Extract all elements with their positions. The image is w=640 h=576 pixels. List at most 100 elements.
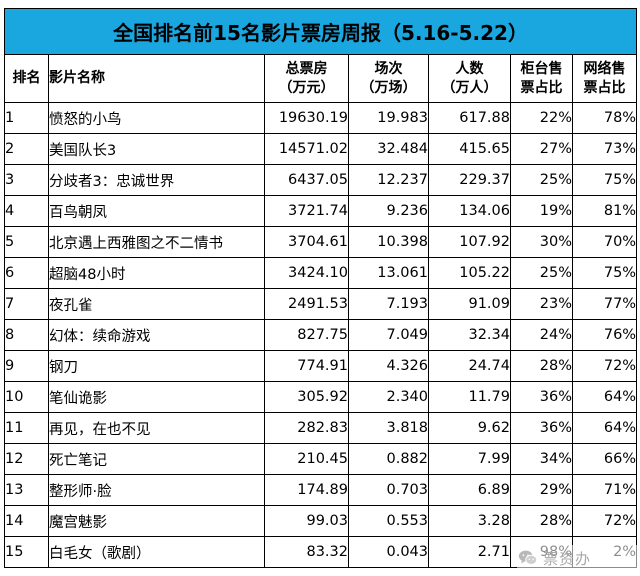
table-row: 6 超脑48小时 3424.10 13.061 105.22 25% 75% bbox=[4, 257, 638, 289]
cell-name: 再见，在也不见 bbox=[48, 412, 265, 444]
header-box-office: 总票房 （万元） bbox=[264, 54, 349, 103]
header-name: 影片名称 bbox=[48, 54, 265, 103]
cell-screenings: 0.553 bbox=[348, 505, 429, 537]
cell-screenings: 19.983 bbox=[348, 102, 429, 134]
cell-screenings: 12.237 bbox=[348, 164, 429, 196]
cell-box-office: 210.45 bbox=[264, 443, 349, 475]
cell-screenings: 10.398 bbox=[348, 226, 429, 258]
cell-name: 幻体：续命游戏 bbox=[48, 319, 265, 351]
cell-screenings: 0.043 bbox=[348, 536, 429, 568]
cell-online-share: 73% bbox=[571, 133, 638, 165]
cell-counter-share: 24% bbox=[510, 319, 573, 351]
cell-rank: 1 bbox=[4, 102, 49, 134]
header-rank: 排名 bbox=[4, 54, 49, 103]
table-row: 13 整形师·脸 174.89 0.703 6.89 29% 71% bbox=[4, 474, 638, 506]
cell-name: 愤怒的小鸟 bbox=[48, 102, 265, 134]
cell-name: 分歧者3：忠诚世界 bbox=[48, 164, 265, 196]
cell-box-office: 774.91 bbox=[264, 350, 349, 382]
header-row: 排名 影片名称 总票房 （万元） 场次 （万场） 人数 （万人） 柜台售 票占比 网络售… bbox=[4, 54, 638, 103]
table-row: 5 北京遇上西雅图之不二情书 3704.61 10.398 107.92 30% 70% bbox=[4, 226, 638, 258]
cell-screenings: 7.049 bbox=[348, 319, 429, 351]
cell-admissions: 32.34 bbox=[428, 319, 511, 351]
header-screenings: 场次 （万场） bbox=[348, 54, 429, 103]
cell-box-office: 3721.74 bbox=[264, 195, 349, 227]
cell-screenings: 13.061 bbox=[348, 257, 429, 289]
cell-box-office: 3424.10 bbox=[264, 257, 349, 289]
cell-name: 北京遇上西雅图之不二情书 bbox=[48, 226, 265, 258]
cell-online-share: 71% bbox=[571, 474, 638, 506]
cell-box-office: 83.32 bbox=[264, 536, 349, 568]
cell-online-share: 72% bbox=[571, 350, 638, 382]
cell-admissions: 415.65 bbox=[428, 133, 511, 165]
header-admissions: 人数 （万人） bbox=[428, 54, 511, 103]
cell-name: 笔仙诡影 bbox=[48, 381, 265, 413]
cell-online-share: 77% bbox=[571, 288, 638, 320]
cell-rank: 14 bbox=[4, 505, 49, 537]
cell-rank: 7 bbox=[4, 288, 49, 320]
cell-counter-share: 36% bbox=[510, 412, 573, 444]
cell-name: 整形师·脸 bbox=[48, 474, 265, 506]
cell-name: 白毛女（歌剧） bbox=[48, 536, 265, 568]
cell-counter-share: 22% bbox=[510, 102, 573, 134]
table-row: 14 魔宫魅影 99.03 0.553 3.28 28% 72% bbox=[4, 505, 638, 537]
cell-name: 死亡笔记 bbox=[48, 443, 265, 475]
cell-counter-share: 28% bbox=[510, 505, 573, 537]
cell-counter-share: 30% bbox=[510, 226, 573, 258]
cell-online-share: 78% bbox=[571, 102, 638, 134]
table-row: 10 笔仙诡影 305.92 2.340 11.79 36% 64% bbox=[4, 381, 638, 413]
cell-screenings: 0.882 bbox=[348, 443, 429, 475]
header-screenings-line1: 场次 bbox=[374, 60, 403, 77]
cell-admissions: 134.06 bbox=[428, 195, 511, 227]
cell-online-share: 70% bbox=[571, 226, 638, 258]
header-admissions-line2: （万人） bbox=[441, 79, 498, 96]
cell-online-share: 76% bbox=[571, 319, 638, 351]
cell-counter-share: 25% bbox=[510, 164, 573, 196]
cell-rank: 4 bbox=[4, 195, 49, 227]
header-online-share: 网络售 票占比 bbox=[571, 54, 638, 103]
cell-name: 钢刀 bbox=[48, 350, 265, 382]
cell-online-share: 66% bbox=[571, 443, 638, 475]
cell-box-office: 19630.19 bbox=[264, 102, 349, 134]
cell-admissions: 105.22 bbox=[428, 257, 511, 289]
cell-screenings: 2.340 bbox=[348, 381, 429, 413]
cell-name: 百鸟朝凤 bbox=[48, 195, 265, 227]
watermark: 票资办 bbox=[517, 545, 637, 571]
cell-admissions: 107.92 bbox=[428, 226, 511, 258]
cell-box-office: 3704.61 bbox=[264, 226, 349, 258]
cell-screenings: 4.326 bbox=[348, 350, 429, 382]
cell-counter-share: 29% bbox=[510, 474, 573, 506]
header-admissions-line1: 人数 bbox=[455, 60, 484, 77]
table-row: 7 夜孔雀 2491.53 7.193 91.09 23% 77% bbox=[4, 288, 638, 320]
cell-admissions: 9.62 bbox=[428, 412, 511, 444]
table-row: 11 再见，在也不见 282.83 3.818 9.62 36% 64% bbox=[4, 412, 638, 444]
box-office-table: 全国排名前15名影片票房周报（5.16-5.22） 排名 影片名称 总票房 （万元… bbox=[3, 8, 638, 568]
cell-screenings: 32.484 bbox=[348, 133, 429, 165]
cell-counter-share: 28% bbox=[510, 350, 573, 382]
cell-box-office: 827.75 bbox=[264, 319, 349, 351]
cell-admissions: 7.99 bbox=[428, 443, 511, 475]
cell-admissions: 91.09 bbox=[428, 288, 511, 320]
cell-online-share: 64% bbox=[571, 381, 638, 413]
cell-rank: 2 bbox=[4, 133, 49, 165]
cell-rank: 6 bbox=[4, 257, 49, 289]
table-row: 9 钢刀 774.91 4.326 24.74 28% 72% bbox=[4, 350, 638, 382]
cell-admissions: 24.74 bbox=[428, 350, 511, 382]
cell-rank: 10 bbox=[4, 381, 49, 413]
header-counter-share-line1: 柜台售 bbox=[520, 60, 563, 77]
cell-box-office: 14571.02 bbox=[264, 133, 349, 165]
cell-rank: 8 bbox=[4, 319, 49, 351]
cell-admissions: 2.71 bbox=[428, 536, 511, 568]
cell-rank: 9 bbox=[4, 350, 49, 382]
header-online-share-line1: 网络售 bbox=[583, 60, 626, 77]
cell-counter-share: 27% bbox=[510, 133, 573, 165]
report-title: 全国排名前15名影片票房周报（5.16-5.22） bbox=[3, 8, 638, 55]
cell-screenings: 3.818 bbox=[348, 412, 429, 444]
wechat-icon bbox=[518, 550, 538, 565]
cell-box-office: 305.92 bbox=[264, 381, 349, 413]
cell-box-office: 2491.53 bbox=[264, 288, 349, 320]
cell-box-office: 174.89 bbox=[264, 474, 349, 506]
cell-rank: 13 bbox=[4, 474, 49, 506]
cell-admissions: 229.37 bbox=[428, 164, 511, 196]
cell-screenings: 7.193 bbox=[348, 288, 429, 320]
cell-online-share: 81% bbox=[571, 195, 638, 227]
